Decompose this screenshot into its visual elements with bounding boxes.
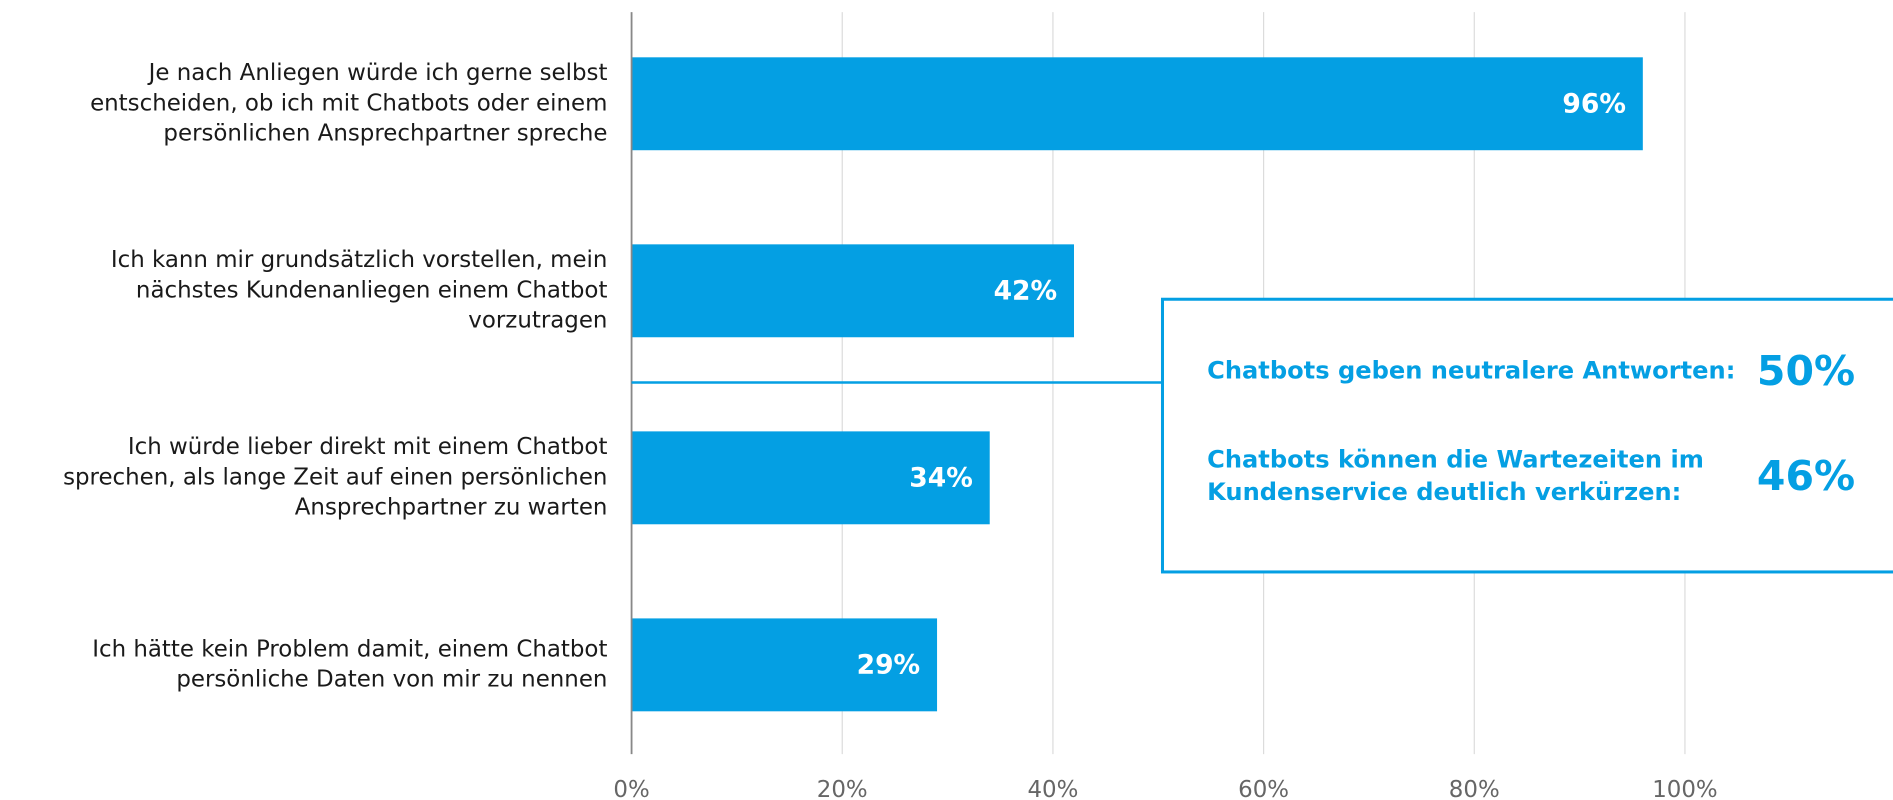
category-label: persönliche Daten von mir zu nennen bbox=[176, 666, 607, 692]
x-tick-label: 100% bbox=[1652, 777, 1717, 800]
bar bbox=[631, 244, 1074, 338]
x-tick-label: 60% bbox=[1238, 777, 1289, 800]
value-label: 42% bbox=[994, 276, 1058, 307]
value-label: 96% bbox=[1562, 88, 1626, 119]
value-label: 34% bbox=[909, 463, 973, 494]
category-label: Ich würde lieber direkt mit einem Chatbo… bbox=[128, 434, 608, 460]
x-tick-label: 0% bbox=[613, 777, 649, 800]
category-label: Je nach Anliegen würde ich gerne selbst bbox=[147, 60, 608, 86]
category-label: persönlichen Ansprechpartner spreche bbox=[163, 120, 607, 146]
bar bbox=[631, 57, 1643, 151]
x-tick-label: 40% bbox=[1027, 777, 1078, 800]
annotation-figure: 46% bbox=[1757, 452, 1855, 500]
annotation-text: Kundenservice deutlich verkürzen: bbox=[1207, 478, 1681, 506]
annotation-text: Chatbots geben neutralere Antworten: bbox=[1207, 357, 1735, 385]
annotation-text: Chatbots können die Wartezeiten im bbox=[1207, 445, 1704, 473]
bar bbox=[631, 618, 938, 712]
category-label: entscheiden, ob ich mit Chatbots oder ei… bbox=[90, 90, 607, 116]
category-label: Ansprechpartner zu warten bbox=[295, 494, 608, 520]
category-label: sprechen, als lange Zeit auf einen persö… bbox=[63, 464, 607, 490]
annotation-box bbox=[1160, 297, 1893, 574]
x-tick-label: 80% bbox=[1449, 777, 1500, 800]
category-label: nächstes Kundenanliegen einem Chatbot bbox=[136, 277, 608, 303]
x-tick-label: 20% bbox=[817, 777, 868, 800]
category-label: Ich kann mir grundsätzlich vorstellen, m… bbox=[111, 247, 608, 273]
category-label: Ich hätte kein Problem damit, einem Chat… bbox=[92, 636, 607, 662]
category-label: vorzutragen bbox=[468, 307, 607, 333]
bar bbox=[631, 431, 990, 525]
annotation-figure: 50% bbox=[1757, 347, 1855, 395]
value-label: 29% bbox=[857, 650, 921, 681]
